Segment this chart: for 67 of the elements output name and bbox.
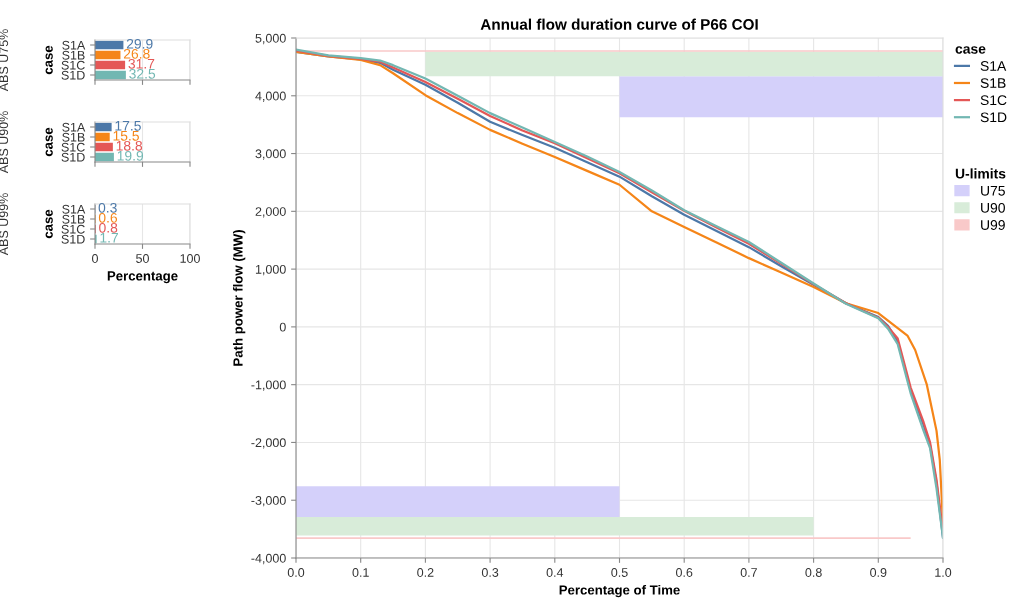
- y-tick-label: -4,000: [251, 553, 286, 565]
- data-label: 0.8: [99, 222, 118, 233]
- y-axis-title: Path power flow (MW): [232, 230, 246, 366]
- x-tick-label: 0.1: [352, 568, 369, 577]
- y-tick-label: S1D: [61, 70, 85, 80]
- y-tick-label: S1C: [61, 60, 85, 70]
- text: ABS U90%: [0, 111, 9, 174]
- y-tick-label: S1C: [61, 224, 85, 234]
- data-label: 26.8: [123, 48, 150, 59]
- data-label: 0.3: [98, 202, 117, 213]
- x-tick-label: 0: [92, 254, 98, 263]
- legend-label: U99: [981, 220, 1005, 230]
- x-tick-label: 0.2: [417, 568, 434, 577]
- chart-title: Annual flow duration curve of P66 COI: [480, 18, 758, 30]
- legend-label: S1A: [980, 61, 1007, 71]
- x-tick-label: 0.7: [740, 568, 757, 577]
- data-label: 19.9: [117, 150, 144, 161]
- data-label: 0.6: [98, 212, 118, 223]
- data-label: 18.8: [116, 140, 143, 151]
- x-tick-label: 0.3: [481, 568, 499, 577]
- y-tick-label: S1D: [61, 152, 85, 162]
- text: U-limits: [955, 168, 1006, 179]
- y-tick-label: S1B: [62, 132, 85, 142]
- data-label: 17.5: [115, 121, 141, 131]
- y-tick-label: S1A: [62, 40, 86, 50]
- y-tick-label: S1C: [61, 142, 85, 152]
- y-tick-label: 3,000: [255, 149, 286, 160]
- x-tick-label: 0.4: [546, 568, 564, 577]
- x-tick-label: 0.9: [870, 568, 887, 577]
- y-tick-label: S1B: [62, 50, 85, 60]
- y-tick-label: S1A: [62, 122, 86, 132]
- x-tick-label: 0.5: [611, 568, 628, 577]
- x-tick-label: 100: [180, 254, 200, 263]
- x-tick-label: 1.0: [935, 568, 952, 577]
- y-tick-label: 4,000: [255, 91, 286, 102]
- y-tick-label: -2,000: [251, 438, 286, 449]
- data-label: 29.9: [126, 38, 153, 49]
- y-axis-title: case: [45, 209, 53, 239]
- y-tick-label: 2,000: [255, 207, 286, 218]
- x-tick-label: 0.0: [287, 568, 305, 577]
- legend-label: S1B: [980, 78, 1006, 88]
- y-tick-label: 5,000: [255, 33, 286, 45]
- y-tick-label: -3,000: [251, 496, 286, 507]
- y-tick-label: S1A: [62, 204, 86, 214]
- y-tick-label: 0: [279, 322, 286, 332]
- legend-label: S1C: [980, 95, 1007, 106]
- data-label: 31.7: [128, 58, 155, 69]
- data-label: 1.7: [100, 233, 118, 243]
- x-tick-label: 0.6: [676, 568, 693, 577]
- x-axis-title: Percentage of Time: [559, 584, 680, 598]
- data-label: 32.5: [129, 68, 156, 79]
- legend-label: U90: [981, 202, 1005, 213]
- text: ABS U75%: [0, 29, 9, 92]
- legend-label: S1D: [980, 112, 1007, 123]
- y-tick-label: -1,000: [251, 380, 286, 391]
- text: ABS U99%: [0, 193, 9, 256]
- legend-label: U75: [981, 185, 1005, 196]
- y-axis-title: case: [45, 127, 53, 157]
- data-label: 15.5: [113, 131, 139, 141]
- x-tick-label: 50: [136, 254, 149, 263]
- y-tick-label: 1,000: [255, 264, 286, 276]
- x-tick-label: 0.8: [805, 568, 822, 577]
- y-tick-label: S1B: [62, 214, 85, 224]
- y-axis-title: case: [45, 45, 53, 75]
- text: case: [955, 46, 986, 54]
- y-tick-label: S1D: [61, 234, 85, 244]
- x-axis-title: Percentage: [107, 271, 178, 284]
